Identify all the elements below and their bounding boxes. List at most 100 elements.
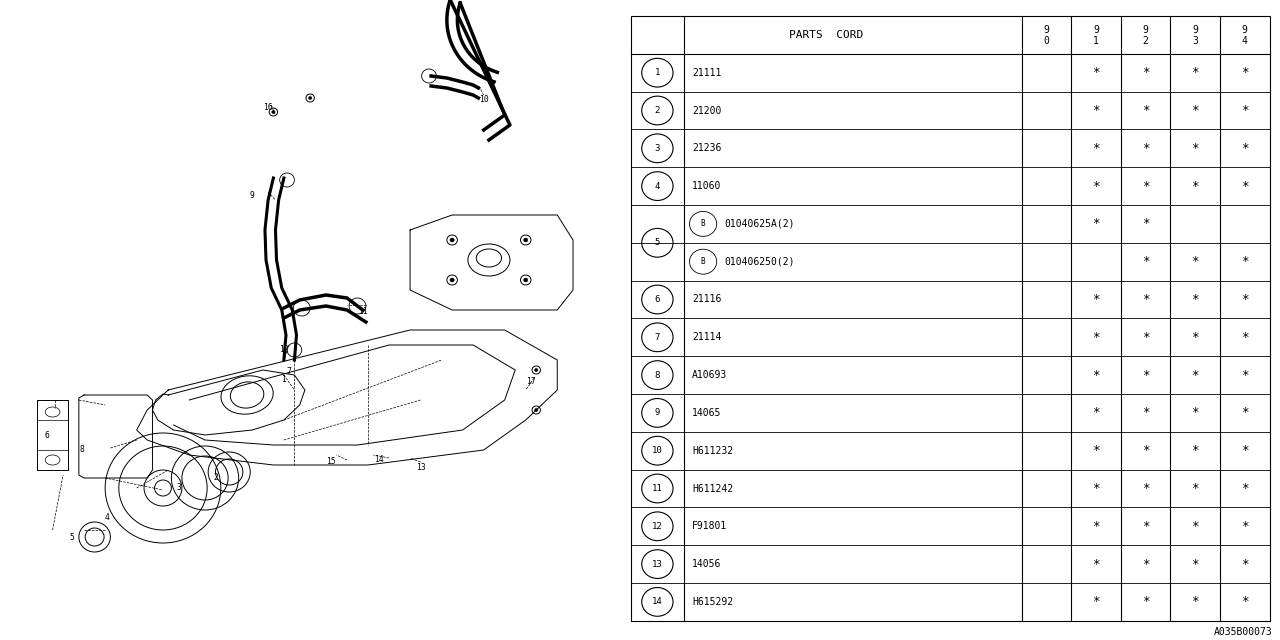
Text: *: * bbox=[1142, 444, 1149, 457]
Text: 8: 8 bbox=[79, 445, 84, 454]
Text: *: * bbox=[1242, 255, 1248, 268]
Text: *: * bbox=[1192, 331, 1199, 344]
Text: *: * bbox=[1092, 331, 1100, 344]
Text: A035B00073: A035B00073 bbox=[1215, 627, 1274, 637]
Text: H611242: H611242 bbox=[692, 483, 733, 493]
Text: *: * bbox=[1192, 557, 1199, 571]
Text: *: * bbox=[1192, 595, 1199, 609]
Text: 21111: 21111 bbox=[692, 68, 722, 77]
Text: 9: 9 bbox=[1192, 26, 1198, 35]
Text: *: * bbox=[1092, 520, 1100, 532]
Text: 11: 11 bbox=[358, 307, 367, 317]
Text: H615292: H615292 bbox=[692, 597, 733, 607]
Text: 5: 5 bbox=[654, 238, 660, 247]
Text: 21200: 21200 bbox=[692, 106, 722, 115]
Text: *: * bbox=[1092, 406, 1100, 419]
Text: *: * bbox=[1142, 66, 1149, 79]
Text: 6: 6 bbox=[45, 431, 50, 440]
Text: *: * bbox=[1092, 293, 1100, 306]
Text: *: * bbox=[1142, 595, 1149, 609]
Text: *: * bbox=[1242, 520, 1248, 532]
Text: *: * bbox=[1242, 331, 1248, 344]
Text: *: * bbox=[1142, 557, 1149, 571]
Text: *: * bbox=[1192, 293, 1199, 306]
Circle shape bbox=[271, 110, 275, 114]
Text: 3: 3 bbox=[1192, 36, 1198, 45]
Text: 9: 9 bbox=[250, 191, 255, 200]
Text: 3: 3 bbox=[177, 483, 182, 492]
Text: *: * bbox=[1142, 142, 1149, 155]
Text: *: * bbox=[1192, 369, 1199, 381]
Text: *: * bbox=[1242, 66, 1248, 79]
Text: 7: 7 bbox=[287, 367, 292, 376]
Text: *: * bbox=[1092, 444, 1100, 457]
Text: *: * bbox=[1092, 142, 1100, 155]
Text: *: * bbox=[1092, 180, 1100, 193]
Text: 9: 9 bbox=[1043, 26, 1050, 35]
Circle shape bbox=[524, 278, 527, 282]
Text: *: * bbox=[1092, 218, 1100, 230]
Text: 10: 10 bbox=[479, 95, 489, 104]
Text: *: * bbox=[1242, 293, 1248, 306]
Text: 9: 9 bbox=[1093, 26, 1100, 35]
Text: *: * bbox=[1192, 66, 1199, 79]
Text: *: * bbox=[1242, 104, 1248, 117]
Text: 2: 2 bbox=[1143, 36, 1148, 45]
Text: 16: 16 bbox=[264, 104, 273, 113]
Text: *: * bbox=[1092, 66, 1100, 79]
Text: 21114: 21114 bbox=[692, 332, 722, 342]
Text: 21116: 21116 bbox=[692, 294, 722, 305]
Text: 8: 8 bbox=[654, 371, 660, 380]
Text: 10: 10 bbox=[652, 446, 663, 455]
Text: 6: 6 bbox=[654, 295, 660, 304]
Text: *: * bbox=[1142, 180, 1149, 193]
Text: *: * bbox=[1242, 142, 1248, 155]
Text: 14056: 14056 bbox=[692, 559, 722, 569]
Text: *: * bbox=[1192, 520, 1199, 532]
Text: *: * bbox=[1142, 331, 1149, 344]
Text: 13: 13 bbox=[416, 463, 425, 472]
Text: 9: 9 bbox=[654, 408, 660, 417]
Text: 7: 7 bbox=[654, 333, 660, 342]
Text: *: * bbox=[1242, 406, 1248, 419]
Text: *: * bbox=[1192, 406, 1199, 419]
Text: 2: 2 bbox=[654, 106, 660, 115]
Text: 14: 14 bbox=[374, 456, 384, 465]
Text: *: * bbox=[1092, 369, 1100, 381]
Text: 3: 3 bbox=[654, 144, 660, 153]
Text: *: * bbox=[1142, 520, 1149, 532]
Text: *: * bbox=[1092, 595, 1100, 609]
Text: B: B bbox=[700, 220, 705, 228]
Text: 1: 1 bbox=[282, 376, 287, 385]
Text: B: B bbox=[700, 257, 705, 266]
Text: 1: 1 bbox=[654, 68, 660, 77]
Text: *: * bbox=[1192, 444, 1199, 457]
Text: A10693: A10693 bbox=[692, 370, 727, 380]
Text: *: * bbox=[1192, 180, 1199, 193]
Text: 1: 1 bbox=[1093, 36, 1100, 45]
Text: *: * bbox=[1192, 104, 1199, 117]
Circle shape bbox=[535, 408, 538, 412]
Text: 11: 11 bbox=[652, 484, 663, 493]
Text: 4: 4 bbox=[105, 513, 110, 522]
Text: *: * bbox=[1192, 482, 1199, 495]
Text: *: * bbox=[1142, 293, 1149, 306]
Circle shape bbox=[451, 238, 454, 242]
Text: 12: 12 bbox=[279, 346, 289, 355]
Text: *: * bbox=[1192, 142, 1199, 155]
Text: F91801: F91801 bbox=[692, 522, 727, 531]
Text: *: * bbox=[1242, 595, 1248, 609]
Text: 17: 17 bbox=[526, 378, 536, 387]
Text: 4: 4 bbox=[1242, 36, 1248, 45]
Text: 4: 4 bbox=[654, 182, 660, 191]
Text: 01040625A(2): 01040625A(2) bbox=[724, 219, 795, 229]
Text: *: * bbox=[1142, 104, 1149, 117]
Text: 9: 9 bbox=[1242, 26, 1248, 35]
Text: 5: 5 bbox=[69, 532, 74, 541]
Text: *: * bbox=[1242, 482, 1248, 495]
Text: *: * bbox=[1142, 255, 1149, 268]
Text: *: * bbox=[1142, 406, 1149, 419]
Circle shape bbox=[524, 238, 527, 242]
Text: 010406250(2): 010406250(2) bbox=[724, 257, 795, 267]
Text: 14: 14 bbox=[652, 597, 663, 607]
